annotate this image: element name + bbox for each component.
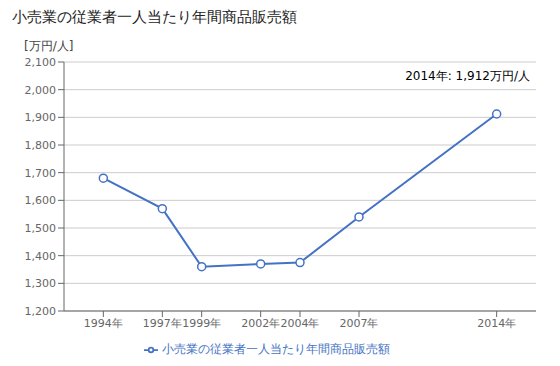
svg-text:2,000: 2,000 <box>25 84 57 97</box>
html-text:小売業の従業者一人当たり年間商品販売額: 小売業の従業者一人当たり年間商品販売額 <box>162 342 390 356</box>
html-text:小売業の従業者一人当たり年間商品販売額: 小売業の従業者一人当たり年間商品販売額 <box>12 8 297 26</box>
svg-text:1997年: 1997年 <box>143 317 182 330</box>
svg-text:1,200: 1,200 <box>25 305 57 318</box>
svg-text:1,700: 1,700 <box>25 167 57 180</box>
html-text:[万円/人]: [万円/人] <box>24 39 74 53</box>
html-text:2014年: 1,912万円/人: 2014年: 1,912万円/人 <box>405 69 530 83</box>
svg-text:1,400: 1,400 <box>25 250 57 263</box>
svg-text:1994年: 1994年 <box>84 317 123 330</box>
svg-text:1,600: 1,600 <box>25 194 57 207</box>
svg-text:2014年: 2014年 <box>477 317 516 330</box>
svg-text:2,100: 2,100 <box>25 56 57 69</box>
svg-text:2004年: 2004年 <box>281 317 320 330</box>
svg-text:1999年: 1999年 <box>182 317 221 330</box>
svg-text:1,900: 1,900 <box>25 111 57 124</box>
svg-text:1,800: 1,800 <box>25 139 57 152</box>
svg-text:1,500: 1,500 <box>25 222 57 235</box>
svg-text:1,300: 1,300 <box>25 277 57 290</box>
svg-text:2007年: 2007年 <box>340 317 379 330</box>
svg-text:2002年: 2002年 <box>241 317 280 330</box>
